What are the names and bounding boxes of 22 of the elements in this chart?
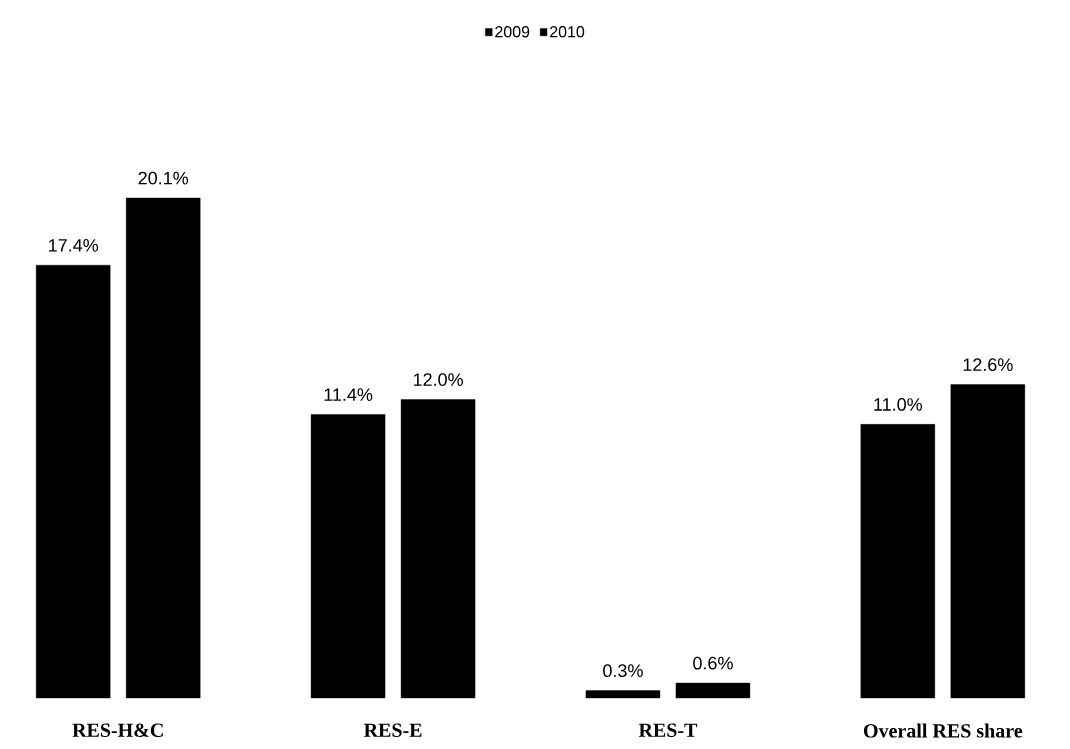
x-tick-label: Overall RES share <box>863 723 1023 738</box>
bar <box>310 414 386 699</box>
bar <box>400 399 476 699</box>
data-label: 0.3% <box>603 664 643 677</box>
data-label: 11.0% <box>874 398 923 411</box>
bar <box>35 264 111 699</box>
data-label: 11.4% <box>324 388 373 401</box>
x-tick-label: RES-T <box>638 723 698 737</box>
x-tick-label: RES-H&C <box>72 723 163 738</box>
bar <box>585 690 661 699</box>
data-label: 20.1% <box>138 171 189 185</box>
data-label: 0.6% <box>693 656 733 670</box>
bar <box>126 197 201 699</box>
data-label: 17.4% <box>49 239 99 252</box>
legend-label: 2009 <box>495 26 530 38</box>
data-label: 12.6% <box>963 358 1013 372</box>
bar <box>675 682 751 699</box>
bar <box>950 384 1026 699</box>
data-label: 12.0% <box>413 373 463 386</box>
x-tick-label: RES-E <box>363 723 422 737</box>
bar <box>860 424 936 699</box>
legend-label: 2010 <box>550 26 585 38</box>
